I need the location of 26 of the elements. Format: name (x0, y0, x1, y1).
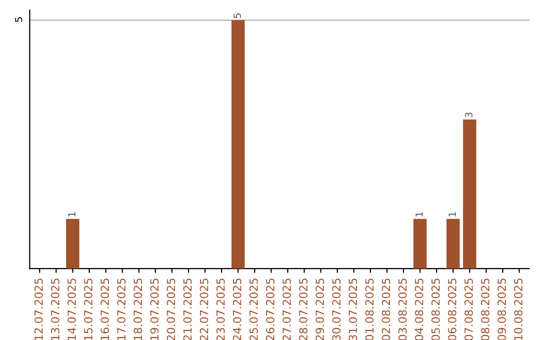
x-tick-label: 14.07.2025 (68, 278, 76, 340)
x-tick-label: 16.07.2025 (100, 278, 110, 340)
x-tick-label: 15.07.2025 (84, 278, 92, 340)
x-tick-label: 13.07.2025 (50, 278, 60, 340)
data-label: 5 (234, 13, 241, 18)
x-tick-label: 10.08.2025 (514, 278, 522, 340)
data-label: 3 (465, 112, 472, 118)
x-tick-label: 24.07.2025 (232, 278, 242, 340)
x-tick-label: 26.07.2025 (266, 278, 274, 340)
data-label: 1 (68, 212, 76, 216)
x-tick-label: 29.07.2025 (316, 278, 324, 340)
x-tick-label: 21.07.2025 (183, 278, 192, 340)
data-label: 1 (416, 212, 423, 216)
x-tick-label: 19.07.2025 (150, 278, 159, 340)
x-tick-label: 18.07.2025 (134, 278, 142, 340)
x-tick-label: 30.07.2025 (332, 278, 341, 340)
x-tick-label: 28.07.2025 (299, 278, 308, 340)
x-tick-label: 20.07.2025 (166, 278, 176, 340)
x-tick-label: 12.07.2025 (34, 278, 43, 340)
data-label: 1 (448, 212, 456, 216)
x-tick-label: 31.07.2025 (348, 278, 358, 340)
x-tick-label: 22.07.2025 (200, 278, 208, 340)
x-tick-label: 25.07.2025 (249, 278, 258, 340)
x-tick-label: 23.07.2025 (216, 278, 225, 340)
x-tick-label: 17.07.2025 (117, 278, 126, 340)
x-tick-label: 27.07.2025 (282, 278, 291, 340)
